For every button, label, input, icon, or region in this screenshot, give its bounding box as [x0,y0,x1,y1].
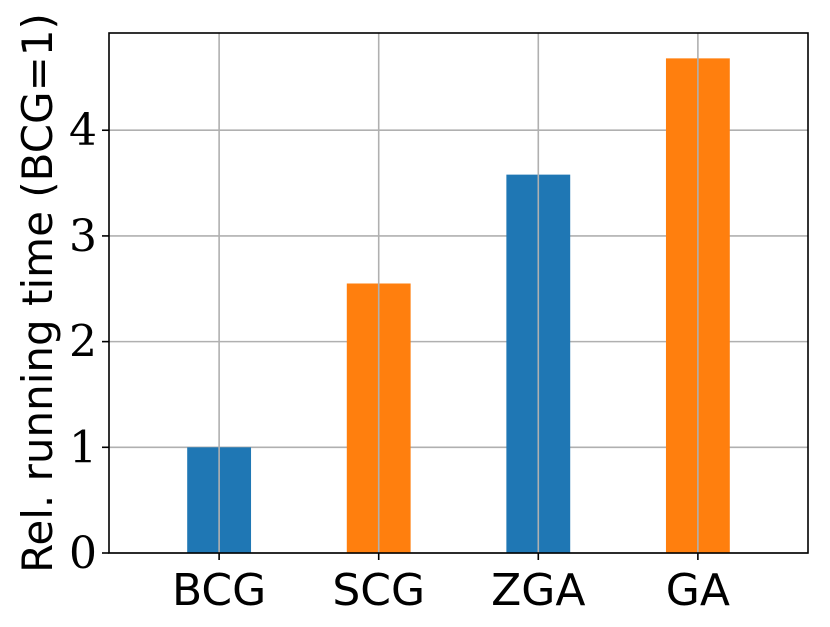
x-tick-label: BCG [172,565,266,616]
ticks-layer: 0 1 2 3 4 BCG SCG ZGA GA [69,105,730,616]
y-axis-label: Rel. running time (BCG=1) [13,13,62,573]
vertical-grid-layer [218,33,699,553]
y-tick-label: 4 [69,105,97,156]
x-tick-label: SCG [332,565,425,616]
y-tick-label: 0 [69,528,97,579]
plot-frame [108,32,809,554]
y-tick-label: 2 [69,317,97,368]
x-tick-label: ZGA [491,565,585,616]
y-tick-label: 3 [69,211,97,262]
bars-layer [187,58,730,554]
x-tick-label: GA [666,565,730,616]
y-tick-label: 1 [69,422,97,473]
